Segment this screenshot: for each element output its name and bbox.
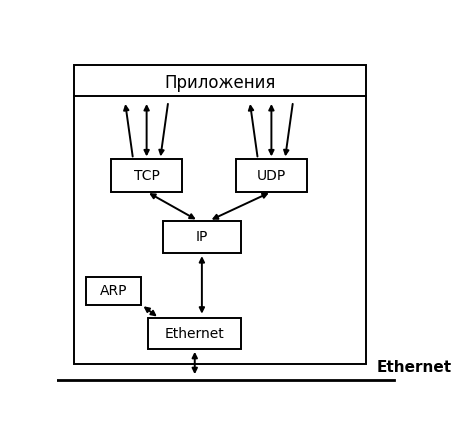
Text: Приложения: Приложения: [164, 74, 275, 92]
Text: Ethernet: Ethernet: [164, 327, 224, 341]
Bar: [86, 277, 141, 305]
Text: ARP: ARP: [100, 284, 127, 298]
Bar: [148, 318, 241, 349]
Bar: [162, 221, 241, 253]
Bar: [73, 65, 365, 365]
Text: TCP: TCP: [134, 169, 159, 182]
Bar: [235, 159, 307, 192]
Text: Ethernet: Ethernet: [376, 360, 451, 375]
Bar: [111, 159, 182, 192]
Text: IP: IP: [195, 230, 207, 244]
Text: UDP: UDP: [256, 169, 285, 182]
